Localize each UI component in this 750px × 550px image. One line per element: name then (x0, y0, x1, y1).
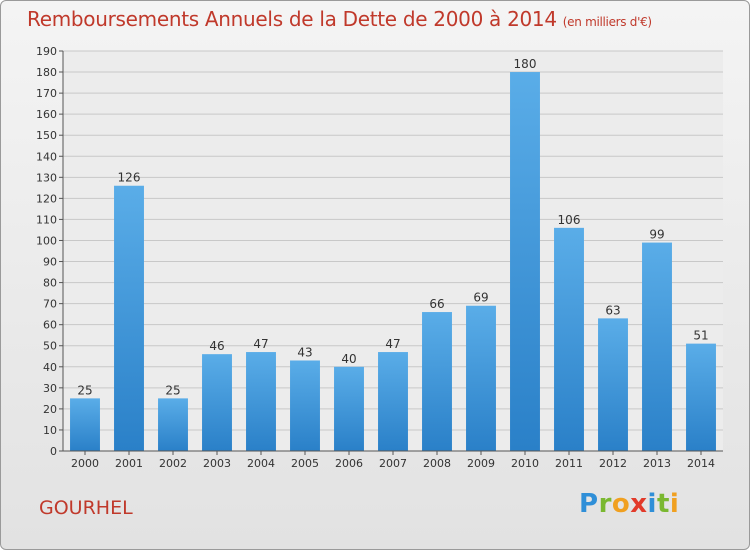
data-label-2008: 66 (429, 297, 444, 311)
logo-letter: t (656, 489, 670, 519)
x-tick-label-2000: 2000 (71, 457, 99, 470)
y-tick-label: 70 (43, 298, 57, 311)
y-tick-label: 10 (43, 424, 57, 437)
y-tick-label: 130 (36, 171, 57, 184)
commune-name: GOURHEL (39, 497, 133, 519)
x-tick-label-2002: 2002 (159, 457, 187, 470)
y-tick-label: 30 (43, 382, 57, 395)
bars: 25 126 25 46 47 43 40 47 66 69 180 106 63 99 51 (70, 57, 716, 451)
y-tick-label: 120 (36, 192, 57, 205)
data-label-2000: 25 (77, 383, 92, 397)
data-label-2006: 40 (341, 352, 356, 366)
data-label-2014: 51 (693, 329, 708, 343)
bar-2010 (510, 72, 540, 451)
y-tick-label: 50 (43, 340, 57, 353)
bar-2014 (686, 343, 716, 451)
x-tick-label-2005: 2005 (291, 457, 319, 470)
bar-2006 (334, 366, 364, 451)
title-unit: (en milliers d'€) (562, 15, 652, 29)
bar-2001 (114, 185, 144, 451)
x-tick-label-2008: 2008 (423, 457, 451, 470)
y-tick-label: 20 (43, 403, 57, 416)
data-label-2013: 99 (649, 228, 664, 242)
bar-2005 (290, 360, 320, 451)
bar-2007 (378, 352, 408, 451)
bar-2011 (554, 227, 584, 451)
bar-2009 (466, 305, 496, 451)
logo-letter: x (630, 489, 648, 519)
y-tick-label: 90 (43, 256, 57, 269)
y-tick-label: 160 (36, 108, 57, 121)
logo-letter: o (611, 489, 631, 519)
data-label-2007: 47 (385, 337, 400, 351)
y-tick-label: 110 (36, 213, 57, 226)
logo-letter: i (669, 489, 680, 519)
x-tick-label-2014: 2014 (687, 457, 715, 470)
chart-title: Remboursements Annuels de la Dette de 20… (27, 7, 652, 31)
title-text: Remboursements Annuels de la Dette de 20… (27, 7, 557, 31)
proxiti-logo[interactable]: Proxiti (579, 489, 679, 519)
bar-2013 (642, 242, 672, 451)
x-tick-label-2013: 2013 (643, 457, 671, 470)
data-label-2003: 46 (209, 339, 224, 353)
data-label-2009: 69 (473, 291, 488, 305)
x-tick-label-2007: 2007 (379, 457, 407, 470)
x-tick-label-2003: 2003 (203, 457, 231, 470)
y-tick-label: 190 (36, 45, 57, 58)
bar-2000 (70, 398, 100, 451)
logo-letter: i (647, 489, 657, 519)
x-tick-label-2010: 2010 (511, 457, 539, 470)
bar-2002 (158, 398, 188, 451)
data-label-2005: 43 (297, 345, 312, 359)
bar-2012 (598, 318, 628, 451)
data-label-2001: 126 (118, 171, 141, 185)
x-tick-label-2012: 2012 (599, 457, 627, 470)
y-tick-label: 180 (36, 66, 57, 79)
y-tick-label: 140 (36, 150, 57, 163)
bar-2003 (202, 354, 232, 451)
x-tick-label-2004: 2004 (247, 457, 275, 470)
data-label-2010: 180 (514, 57, 537, 71)
data-label-2002: 25 (165, 383, 180, 397)
y-tick-label: 80 (43, 277, 57, 290)
y-tick-label: 170 (36, 87, 57, 100)
logo-letter: P (579, 489, 599, 519)
y-tick-label: 40 (43, 361, 57, 374)
x-tick-label-2009: 2009 (467, 457, 495, 470)
y-tick-label: 150 (36, 129, 57, 142)
data-label-2011: 106 (558, 213, 581, 227)
axes: 0 10 20 30 40 50 60 70 80 90 100 110 120 130 140 150 160… (36, 45, 723, 470)
y-tick-label: 60 (43, 319, 57, 332)
y-tick-label: 100 (36, 234, 57, 247)
y-tick-label: 0 (50, 445, 57, 458)
data-label-2012: 63 (605, 303, 620, 317)
x-tick-label-2006: 2006 (335, 457, 363, 470)
logo-letter: r (598, 489, 612, 519)
x-tick-label-2001: 2001 (115, 457, 143, 470)
x-tick-label-2011: 2011 (555, 457, 583, 470)
data-label-2004: 47 (253, 337, 268, 351)
bar-2004 (246, 352, 276, 451)
bar-2008 (422, 312, 452, 451)
